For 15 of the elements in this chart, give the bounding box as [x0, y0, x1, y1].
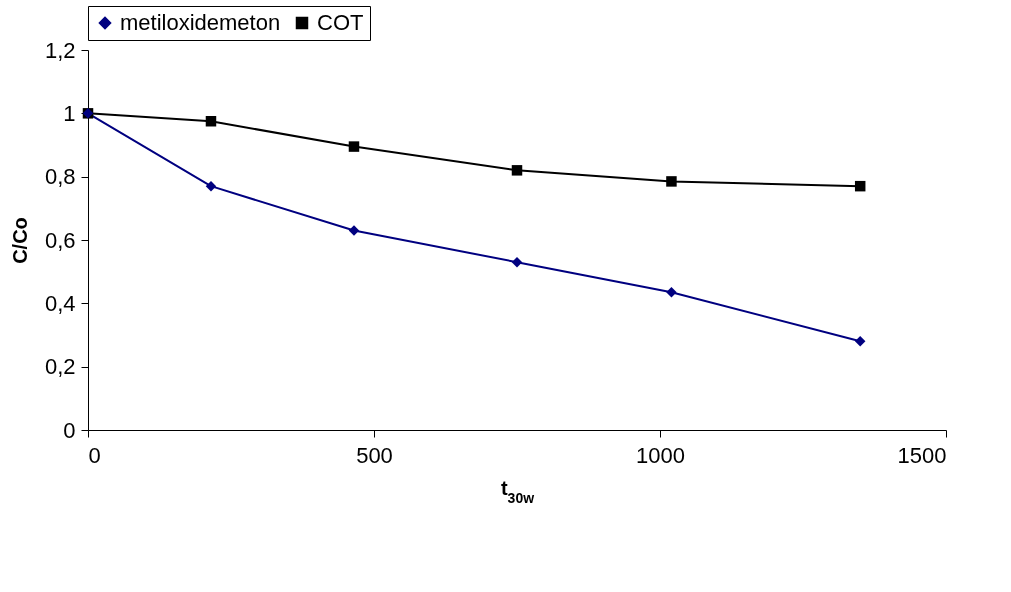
y-tick-label: 0,6 [44, 227, 76, 253]
x-tick-label: 1000 [636, 442, 685, 468]
legend-label: COT [317, 10, 364, 35]
x-tick-label: 1500 [897, 442, 947, 468]
y-tick-label: 1,2 [44, 37, 76, 63]
legend-label: metiloxidemeton [120, 10, 281, 35]
y-tick-label: 1 [63, 100, 76, 126]
y-tick-label: 0,8 [44, 164, 76, 190]
y-tick-label: 0 [63, 417, 76, 443]
y-tick-label: 0,2 [44, 354, 76, 380]
x-tick-label: 500 [356, 442, 393, 468]
y-axis-title: C/Co [8, 217, 31, 264]
x-tick-label: 0 [88, 442, 101, 468]
x-axis-title: t$_{30w}$ [500, 476, 535, 506]
y-tick-label: 0,4 [44, 290, 76, 316]
